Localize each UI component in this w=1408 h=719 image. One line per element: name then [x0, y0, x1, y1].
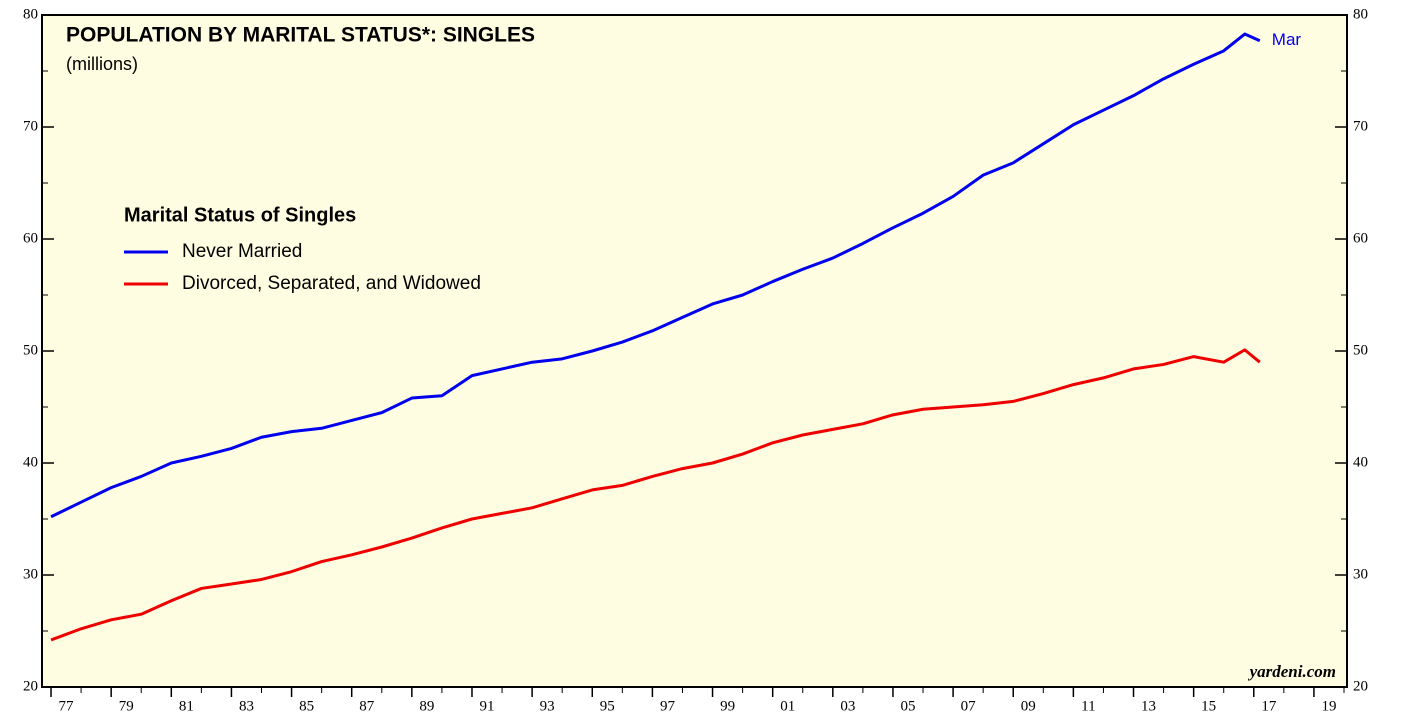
x-tick-label: 91 [480, 698, 495, 714]
y2-tick-label: 30 [1353, 566, 1368, 582]
x-tick-label: 97 [660, 698, 676, 714]
x-tick-label: 99 [720, 698, 735, 714]
annotation: Mar [1272, 30, 1302, 49]
source: yardeni.com [1248, 662, 1336, 681]
x-tick-label: 19 [1321, 698, 1336, 714]
y-tick-label: 20 [23, 678, 38, 694]
x-tick-label: 93 [540, 698, 555, 714]
y-tick-label: 40 [23, 454, 38, 470]
x-tick-label: 81 [179, 698, 194, 714]
series-line [50, 32, 1261, 519]
y2-tick-label: 40 [1353, 454, 1368, 470]
y-tick-label: 80 [23, 6, 38, 22]
y2-tick-label: 80 [1353, 6, 1368, 22]
series-line [50, 348, 1261, 642]
plot-area [41, 14, 1348, 688]
y-tick-label: 60 [23, 230, 38, 246]
y-tick-label: 50 [23, 342, 38, 358]
x-tick-label: 11 [1081, 698, 1095, 714]
x-tick-label: 15 [1201, 698, 1216, 714]
legend-label: Never Married [182, 241, 302, 262]
x-tick-label: 77 [59, 698, 75, 714]
y2-tick-label: 60 [1353, 230, 1368, 246]
x-tick-label: 85 [299, 698, 314, 714]
legend-label: Divorced, Separated, and Widowed [182, 273, 481, 294]
chart-subtitle: (millions) [66, 54, 138, 74]
x-tick-label: 03 [840, 698, 855, 714]
x-tick-label: 89 [419, 698, 434, 714]
y-tick-label: 30 [23, 566, 38, 582]
y2-tick-label: 70 [1353, 118, 1368, 134]
x-tick-label: 07 [961, 698, 977, 714]
y-tick-label: 70 [23, 118, 38, 134]
x-tick-label: 79 [119, 698, 134, 714]
x-tick-label: 05 [900, 698, 915, 714]
y2-tick-label: 50 [1353, 342, 1368, 358]
chart-title: POPULATION BY MARITAL STATUS*: SINGLES [66, 24, 535, 47]
x-tick-label: 13 [1141, 698, 1156, 714]
x-tick-label: 01 [780, 698, 795, 714]
legend-title: Marital Status of Singles [124, 204, 356, 226]
x-tick-label: 09 [1021, 698, 1036, 714]
y2-tick-label: 20 [1353, 678, 1368, 694]
x-tick-label: 95 [600, 698, 615, 714]
x-tick-label: 87 [359, 698, 375, 714]
x-tick-label: 83 [239, 698, 254, 714]
x-tick-label: 17 [1261, 698, 1277, 714]
